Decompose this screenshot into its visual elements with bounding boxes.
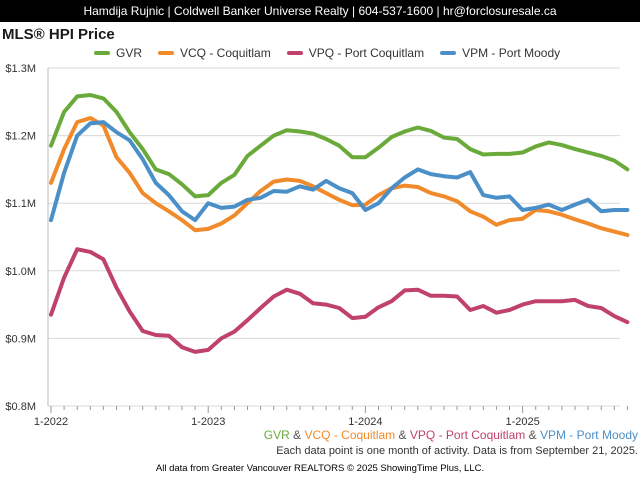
bottom-legend-gvr: GVR bbox=[263, 428, 290, 442]
legend-item-vpm[interactable]: VPM - Port Moody bbox=[440, 46, 560, 60]
legend-swatch-vcq bbox=[158, 51, 175, 55]
y-tick-label: $1.3M bbox=[5, 63, 36, 75]
series-line-vcq-coquitlam bbox=[49, 116, 630, 237]
series-line-vpq-port-coquitlam bbox=[49, 247, 630, 354]
legend-swatch-vpm bbox=[440, 51, 457, 55]
chart-title: MLS® HPI Price bbox=[2, 26, 115, 43]
bottom-legend-vpq: VPQ - Port Coquitlam bbox=[409, 428, 526, 442]
x-tick-label: 1-2022 bbox=[34, 416, 68, 428]
bottom-legend-vpm: VPM - Port Moody bbox=[539, 428, 638, 442]
bottom-legend-amp: & bbox=[398, 428, 407, 442]
bottom-legend-amp: & bbox=[528, 428, 537, 442]
series-line-vpm-port-moody bbox=[49, 120, 630, 223]
legend-label-vpq: VPQ - Port Coquitlam bbox=[308, 46, 425, 60]
data-note: Each data point is one month of activity… bbox=[276, 445, 638, 457]
bottom-legend: GVR & VCQ - Coquitlam & VPQ - Port Coqui… bbox=[264, 428, 638, 442]
x-tick-label: 1-2025 bbox=[505, 416, 539, 428]
chart-legend: GVR VCQ - Coquitlam VPQ - Port Coquitlam… bbox=[94, 45, 576, 61]
legend-label-vpm: VPM - Port Moody bbox=[462, 46, 561, 60]
bottom-legend-vcq: VCQ - Coquitlam bbox=[304, 428, 396, 442]
axis-layer: $0.8M $0.9M $1.0M $1.1M $1.2M $1.3M 1-2022 1-20… bbox=[5, 63, 628, 428]
y-tick-label: $0.9M bbox=[5, 333, 36, 345]
legend-swatch-vpq bbox=[286, 51, 303, 55]
legend-label-gvr: GVR bbox=[116, 46, 143, 60]
y-tick-label: $1.2M bbox=[5, 131, 36, 143]
legend-item-vpq[interactable]: VPQ - Port Coquitlam bbox=[286, 46, 425, 60]
legend-item-vcq[interactable]: VCQ - Coquitlam bbox=[158, 46, 271, 60]
y-tick-label: $1.0M bbox=[5, 266, 36, 278]
series-line-gvr bbox=[49, 93, 630, 199]
y-tick-label: $1.1M bbox=[5, 198, 36, 210]
bottom-legend-amp: & bbox=[293, 428, 302, 442]
footer-credit: All data from Greater Vancouver REALTORS… bbox=[155, 463, 485, 474]
legend-label-vcq: VCQ - Coquitlam bbox=[180, 46, 271, 60]
header-text: Hamdija Rujnic | Coldwell Banker Univers… bbox=[83, 4, 557, 18]
x-tick-label: 1-2023 bbox=[191, 416, 225, 428]
legend-item-gvr[interactable]: GVR bbox=[94, 46, 142, 60]
header-bar: Hamdija Rujnic | Coldwell Banker Univers… bbox=[0, 0, 640, 22]
grid-layer bbox=[48, 67, 620, 407]
series-layer bbox=[49, 93, 630, 354]
x-tick-label: 1-2024 bbox=[348, 416, 382, 428]
y-tick-label: $0.8M bbox=[5, 401, 36, 413]
legend-swatch-gvr bbox=[94, 51, 110, 55]
